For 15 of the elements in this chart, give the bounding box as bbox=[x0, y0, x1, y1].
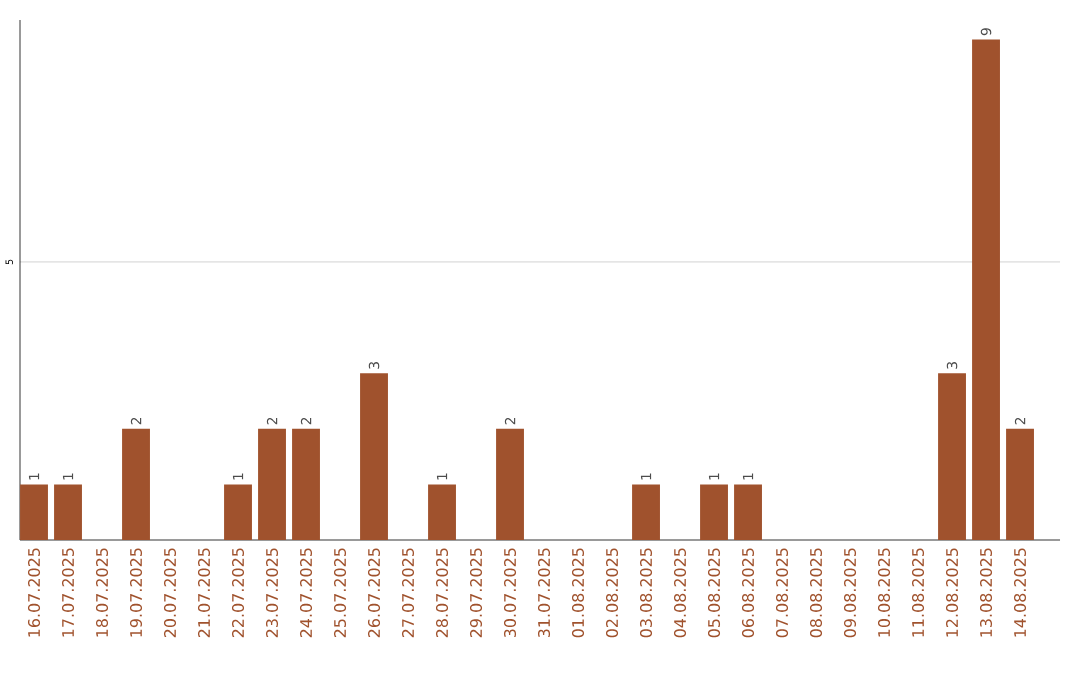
bar bbox=[258, 428, 286, 540]
bar bbox=[292, 428, 320, 540]
bar bbox=[496, 428, 524, 540]
bar bbox=[972, 39, 1000, 540]
bar bbox=[938, 373, 966, 540]
bar bbox=[54, 484, 82, 540]
bar bbox=[360, 373, 388, 540]
bar bbox=[224, 484, 252, 540]
bar bbox=[1006, 428, 1034, 540]
bar bbox=[632, 484, 660, 540]
bar bbox=[428, 484, 456, 540]
bar bbox=[734, 484, 762, 540]
bar bbox=[700, 484, 728, 540]
bar bbox=[20, 484, 48, 540]
bar bbox=[122, 428, 150, 540]
